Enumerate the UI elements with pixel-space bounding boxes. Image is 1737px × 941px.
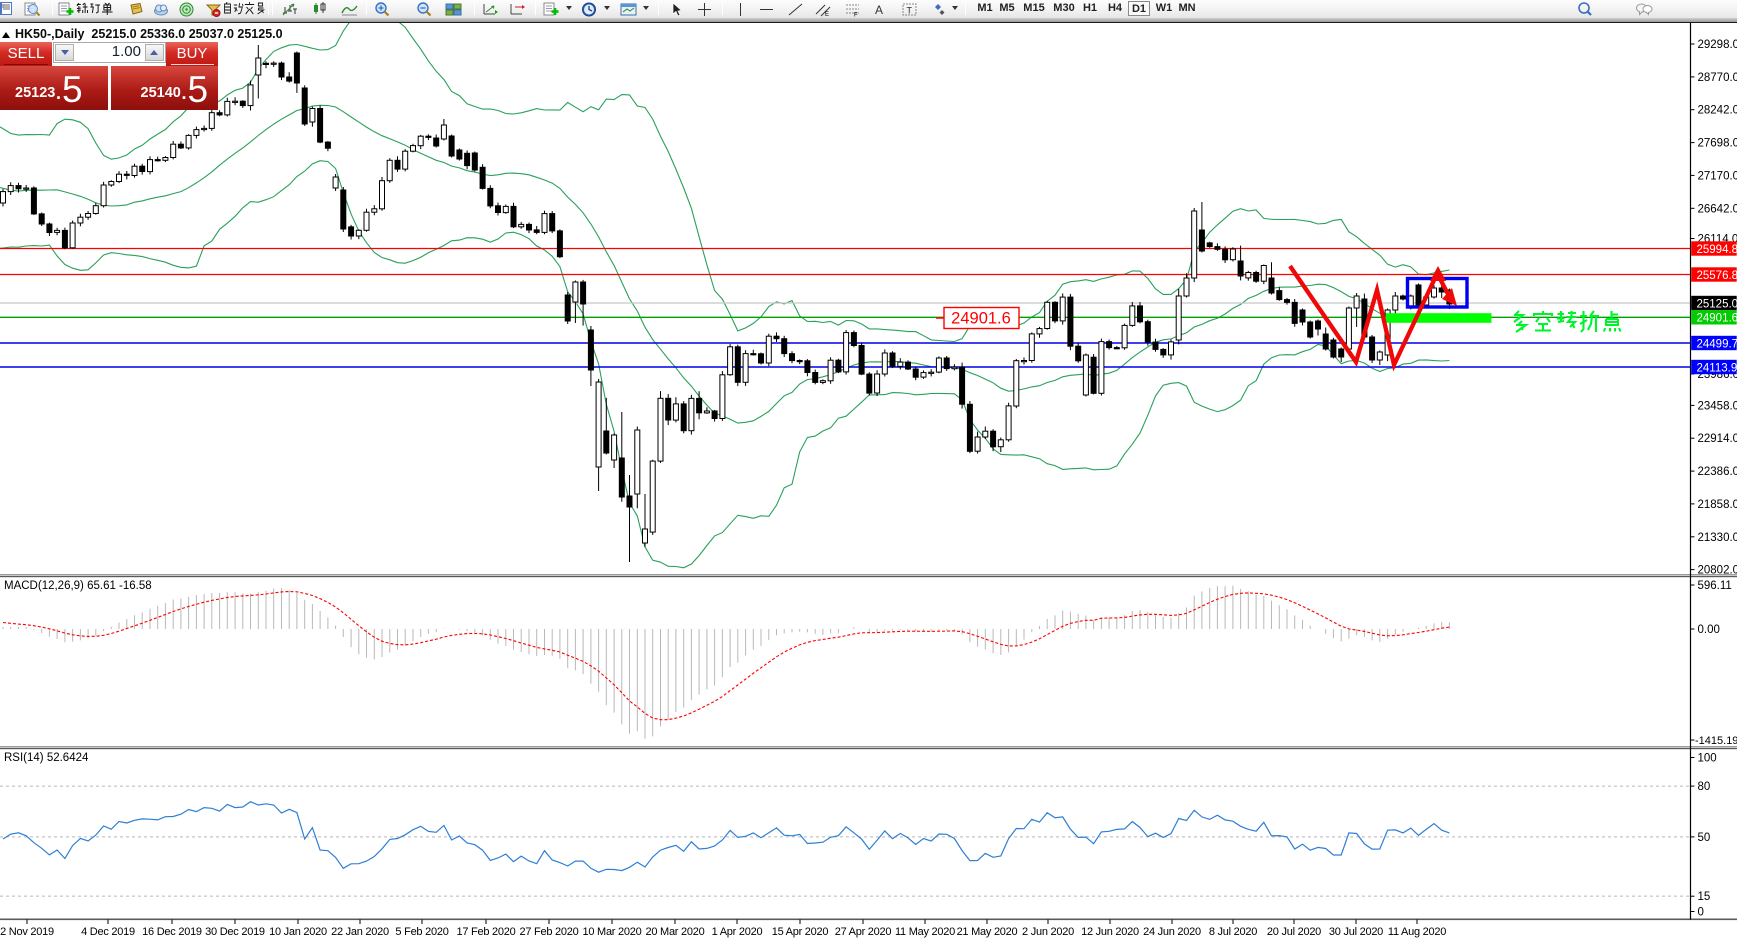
svg-text:E: E (825, 12, 829, 17)
svg-text:80: 80 (1698, 781, 1711, 793)
svg-text:28770.0: 28770.0 (1698, 72, 1737, 84)
svg-text:21 May 2020: 21 May 2020 (957, 926, 1018, 938)
svg-text:25576.8: 25576.8 (1697, 270, 1737, 282)
svg-text:26642.0: 26642.0 (1698, 203, 1737, 215)
svg-text:17 Feb 2020: 17 Feb 2020 (456, 926, 515, 938)
svg-text:24901.6: 24901.6 (951, 310, 1011, 328)
svg-text:24901.6: 24901.6 (1697, 313, 1737, 325)
svg-text:10 Jan 2020: 10 Jan 2020 (269, 926, 327, 938)
svg-text:25994.8: 25994.8 (1697, 244, 1737, 256)
svg-text:28242.0: 28242.0 (1698, 105, 1737, 117)
svg-text:10 Mar 2020: 10 Mar 2020 (582, 926, 641, 938)
svg-text:21330.0: 21330.0 (1698, 532, 1737, 544)
svg-text:30 Jul 2020: 30 Jul 2020 (1329, 926, 1383, 938)
svg-text:0: 0 (1698, 907, 1704, 919)
svg-text:22914.0: 22914.0 (1698, 433, 1737, 445)
svg-text:8 Jul 2020: 8 Jul 2020 (1209, 926, 1257, 938)
svg-text:25125.0: 25125.0 (1697, 298, 1737, 310)
svg-text:16 Dec 2019: 16 Dec 2019 (142, 926, 202, 938)
svg-text:-1415.19: -1415.19 (1695, 735, 1737, 747)
svg-text:23458.0: 23458.0 (1698, 400, 1737, 412)
svg-text:MACD(12,26,9) 65.61 -16.58: MACD(12,26,9) 65.61 -16.58 (4, 580, 152, 592)
svg-text:T: T (907, 5, 913, 15)
svg-text:27 Feb 2020: 27 Feb 2020 (519, 926, 578, 938)
svg-text:596.11: 596.11 (1698, 580, 1732, 592)
svg-text:21858.0: 21858.0 (1698, 499, 1737, 511)
svg-text:27170.0: 27170.0 (1698, 170, 1737, 182)
svg-text:22386.0: 22386.0 (1698, 466, 1737, 478)
svg-text:4 Dec 2019: 4 Dec 2019 (81, 926, 135, 938)
svg-text:22 Jan 2020: 22 Jan 2020 (331, 926, 389, 938)
svg-text:2 Nov 2019: 2 Nov 2019 (0, 926, 54, 938)
svg-text:20 Mar 2020: 20 Mar 2020 (645, 926, 704, 938)
svg-text:27698.0: 27698.0 (1698, 138, 1737, 150)
svg-text:20 Jul 2020: 20 Jul 2020 (1267, 926, 1321, 938)
svg-text:11 Aug 2020: 11 Aug 2020 (1388, 926, 1446, 938)
svg-text:RSI(14) 52.6424: RSI(14) 52.6424 (4, 752, 89, 764)
svg-text:24499.7: 24499.7 (1697, 338, 1737, 350)
svg-text:29298.0: 29298.0 (1698, 39, 1737, 51)
svg-text:15: 15 (1698, 891, 1711, 903)
svg-text:11 May 2020: 11 May 2020 (895, 926, 955, 938)
svg-text:12 Jun 2020: 12 Jun 2020 (1081, 926, 1139, 938)
svg-text:0.00: 0.00 (1698, 624, 1720, 636)
svg-text:27 Apr 2020: 27 Apr 2020 (835, 926, 892, 938)
svg-text:F: F (854, 12, 858, 17)
svg-text:20802.0: 20802.0 (1698, 565, 1737, 577)
svg-text:100: 100 (1698, 753, 1717, 765)
svg-text:50: 50 (1698, 832, 1711, 844)
svg-text:24 Jun 2020: 24 Jun 2020 (1143, 926, 1201, 938)
svg-text:A: A (875, 3, 883, 17)
svg-text:24113.9: 24113.9 (1697, 362, 1737, 374)
svg-text:15 Apr 2020: 15 Apr 2020 (772, 926, 829, 938)
svg-text:1 Apr 2020: 1 Apr 2020 (712, 926, 763, 938)
svg-text:2 Jun 2020: 2 Jun 2020 (1022, 926, 1074, 938)
svg-text:30 Dec 2019: 30 Dec 2019 (205, 926, 265, 938)
svg-text:5 Feb 2020: 5 Feb 2020 (395, 926, 448, 938)
